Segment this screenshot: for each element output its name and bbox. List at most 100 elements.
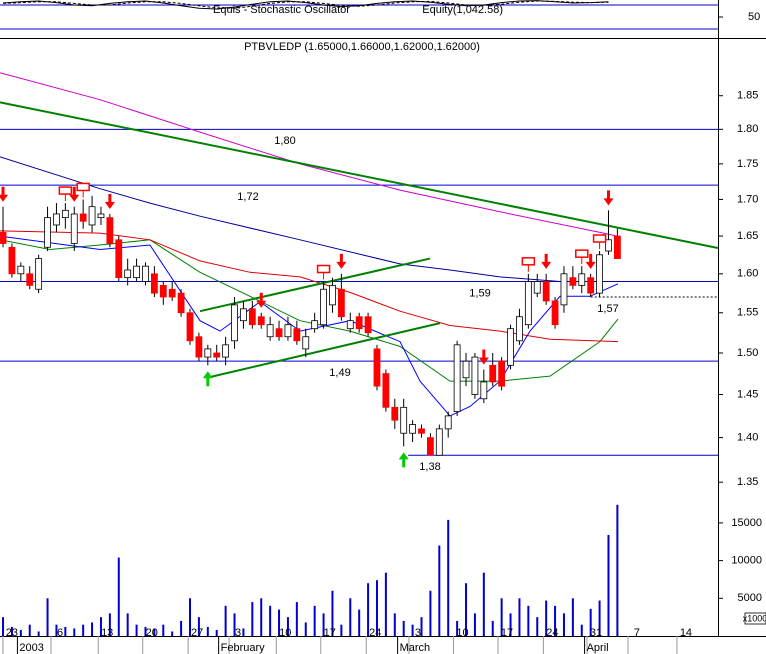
volume-bar bbox=[278, 609, 281, 636]
exit-marker bbox=[592, 234, 607, 243]
candle-body bbox=[346, 320, 354, 330]
sell-arrow bbox=[0, 186, 9, 202]
volume-bar bbox=[580, 624, 583, 636]
volume-bar bbox=[206, 626, 209, 636]
volume-bar bbox=[260, 598, 263, 636]
volume-bar bbox=[28, 624, 31, 636]
exit-marker bbox=[575, 249, 589, 258]
stochastic-tick-label: 50 bbox=[748, 11, 760, 23]
volume-bar bbox=[536, 617, 539, 636]
volume-bar bbox=[73, 628, 76, 636]
volume-bar bbox=[509, 613, 512, 636]
candle-body bbox=[35, 258, 43, 290]
volume-unit-label: x1000 bbox=[743, 613, 766, 623]
x-tick-label: 17 bbox=[324, 627, 336, 639]
y-tick-label: 1.45 bbox=[737, 388, 758, 400]
candle-body bbox=[293, 328, 301, 342]
candle-body bbox=[106, 217, 114, 244]
volume-bar bbox=[99, 617, 102, 636]
x-tick-label: 24 bbox=[546, 627, 558, 639]
x-tick-label: 24 bbox=[369, 627, 381, 639]
candle-body bbox=[150, 273, 158, 294]
volume-bar bbox=[19, 629, 22, 636]
axes: 1.85 1.80 1.75 1.70 1.65 1.60 1.55 1.50 1.45 1.40… bbox=[2, 11, 762, 654]
candle-body bbox=[480, 381, 488, 400]
month-tick-label: February bbox=[221, 642, 266, 654]
volume-bar bbox=[242, 628, 245, 636]
volume-bar bbox=[55, 624, 58, 636]
candle-body bbox=[302, 336, 310, 350]
sell-arrow bbox=[585, 253, 596, 269]
volume-bar bbox=[589, 608, 592, 636]
candle-body bbox=[213, 352, 221, 358]
candle-body bbox=[337, 288, 345, 318]
month-tick-label: April bbox=[587, 642, 609, 654]
candle-body bbox=[284, 324, 292, 338]
volume-bar bbox=[171, 631, 174, 636]
volume-bar bbox=[616, 504, 619, 636]
candle-body bbox=[427, 437, 434, 456]
volume-bar bbox=[162, 624, 165, 636]
candle-body bbox=[382, 373, 390, 408]
volume-bar bbox=[251, 602, 254, 636]
month-tick-label: 2003 bbox=[19, 642, 43, 654]
y-tick-label: 1.35 bbox=[737, 476, 758, 488]
candle-body bbox=[240, 308, 247, 322]
volume-bar bbox=[286, 617, 289, 636]
candle-body bbox=[168, 288, 176, 298]
candle-body bbox=[257, 316, 265, 326]
candle-body bbox=[400, 406, 408, 434]
volume-bar bbox=[358, 609, 361, 636]
candle-body bbox=[471, 356, 479, 395]
candle-body bbox=[177, 292, 185, 314]
level-label: 1,38 bbox=[419, 461, 440, 473]
y-tick-label: 1.60 bbox=[737, 268, 758, 280]
volume-tick-label: 10000 bbox=[731, 555, 762, 567]
volume-bar bbox=[331, 590, 334, 636]
moving-average-line bbox=[0, 72, 621, 238]
volume-bar bbox=[46, 598, 49, 636]
candle-body bbox=[231, 304, 238, 342]
sell-arrow bbox=[104, 193, 115, 209]
candle-body bbox=[222, 344, 230, 358]
candle-body bbox=[275, 328, 283, 338]
candle-body bbox=[17, 265, 25, 275]
stochastic-subtitle: Equity(1,042.58) bbox=[422, 4, 503, 16]
volume-bar bbox=[411, 624, 414, 636]
volume-bar bbox=[527, 605, 530, 636]
volume-bar bbox=[598, 600, 601, 636]
y-tick-label: 1.65 bbox=[737, 230, 758, 242]
y-tick-label: 1.50 bbox=[737, 347, 758, 359]
candle-body bbox=[605, 239, 612, 252]
candle-body bbox=[248, 308, 256, 326]
candle-body bbox=[159, 284, 167, 298]
stochastic-line bbox=[2, 0, 609, 10]
x-tick-label: 27 bbox=[191, 627, 203, 639]
candle-body bbox=[498, 360, 506, 387]
y-tick-label: 1.55 bbox=[737, 307, 758, 319]
volume-bar bbox=[153, 628, 156, 636]
candle-body bbox=[61, 209, 69, 219]
volume-bar bbox=[473, 613, 476, 636]
buy-arrow bbox=[202, 371, 213, 387]
volume-bar bbox=[117, 557, 120, 636]
month-tick-label: March bbox=[400, 642, 431, 654]
candle-body bbox=[266, 324, 274, 338]
candle-body bbox=[8, 246, 16, 275]
candle-body bbox=[364, 316, 372, 334]
sell-arrow bbox=[541, 253, 552, 269]
volume-bar bbox=[429, 590, 432, 636]
candle-body bbox=[97, 213, 105, 219]
candle-body bbox=[507, 328, 514, 366]
moving-average-line bbox=[0, 156, 618, 282]
candle-body bbox=[453, 344, 461, 412]
volume-bar bbox=[10, 626, 13, 636]
candle-body bbox=[596, 254, 603, 294]
volume-bar bbox=[571, 598, 574, 636]
sell-arrow bbox=[478, 349, 489, 365]
volume-bar bbox=[197, 617, 200, 636]
y-tick-label: 1.70 bbox=[737, 193, 758, 205]
x-tick-label: 13 bbox=[101, 627, 113, 639]
volume-bar bbox=[313, 605, 316, 636]
